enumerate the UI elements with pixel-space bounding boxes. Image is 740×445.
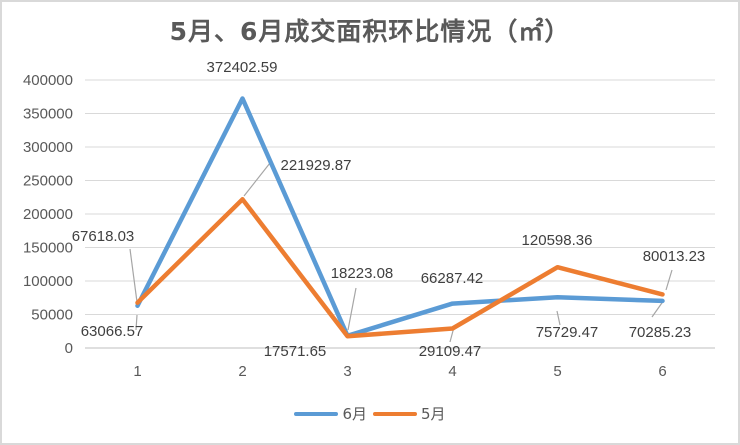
leader-line xyxy=(135,314,138,331)
legend-label-may: 5月 xyxy=(421,405,446,423)
legend-swatch-may xyxy=(373,411,417,416)
y-tick-label: 150000 xyxy=(23,240,73,257)
chart-title: 5月、6月成交面积环比情况（㎡） xyxy=(169,17,571,46)
y-axis: 0 50000 100000 150000 200000 250000 300000 3500… xyxy=(23,72,73,357)
data-label-may: 120598.36 xyxy=(522,232,593,249)
legend-swatch-june xyxy=(294,411,339,416)
data-label-may: 17571.65 xyxy=(264,343,327,360)
legend-label-june: 6月 xyxy=(342,405,367,423)
data-label-june: 75729.47 xyxy=(536,324,599,341)
data-label-june: 66287.42 xyxy=(421,270,484,287)
x-tick-label: 2 xyxy=(238,363,246,380)
y-tick-label: 0 xyxy=(65,340,73,357)
gridlines xyxy=(85,79,715,349)
data-label-june: 18223.08 xyxy=(331,265,394,282)
data-label-june: 63066.57 xyxy=(81,323,144,340)
data-label-may: 67618.03 xyxy=(72,228,135,245)
y-tick-label: 350000 xyxy=(23,106,73,123)
legend: 6月 5月 xyxy=(0,403,740,424)
x-tick-label: 6 xyxy=(658,363,666,380)
x-tick-label: 5 xyxy=(553,363,561,380)
leader-line xyxy=(347,287,357,331)
legend-item-may[interactable]: 5月 xyxy=(373,403,446,424)
data-label-june: 372402.59 xyxy=(207,59,278,76)
y-tick-label: 250000 xyxy=(23,173,73,190)
label-leader-lines xyxy=(129,162,673,343)
series-line-june xyxy=(135,96,665,339)
data-labels: 63066.57 372402.59 18223.08 66287.42 75729.4… xyxy=(72,59,706,360)
data-label-may: 221929.87 xyxy=(281,157,352,174)
data-label-may: 29109.47 xyxy=(419,343,482,360)
leader-line xyxy=(129,248,138,303)
x-axis: 1 2 3 4 5 6 xyxy=(133,363,666,380)
leader-line xyxy=(243,162,271,197)
y-tick-label: 400000 xyxy=(23,72,73,89)
series-lines xyxy=(135,96,665,339)
x-tick-label: 1 xyxy=(133,363,141,380)
data-label-june: 70285.23 xyxy=(629,324,692,341)
y-tick-label: 50000 xyxy=(31,307,73,324)
y-tick-label: 100000 xyxy=(23,273,73,290)
legend-item-june[interactable]: 6月 xyxy=(294,403,367,424)
leader-line xyxy=(665,269,673,291)
y-tick-label: 200000 xyxy=(23,206,73,223)
leader-line xyxy=(556,310,561,326)
y-tick-label: 300000 xyxy=(23,139,73,156)
series-line-may xyxy=(135,197,665,339)
x-tick-label: 3 xyxy=(343,363,351,380)
data-label-may: 80013.23 xyxy=(643,248,706,265)
x-tick-label: 4 xyxy=(448,363,456,380)
